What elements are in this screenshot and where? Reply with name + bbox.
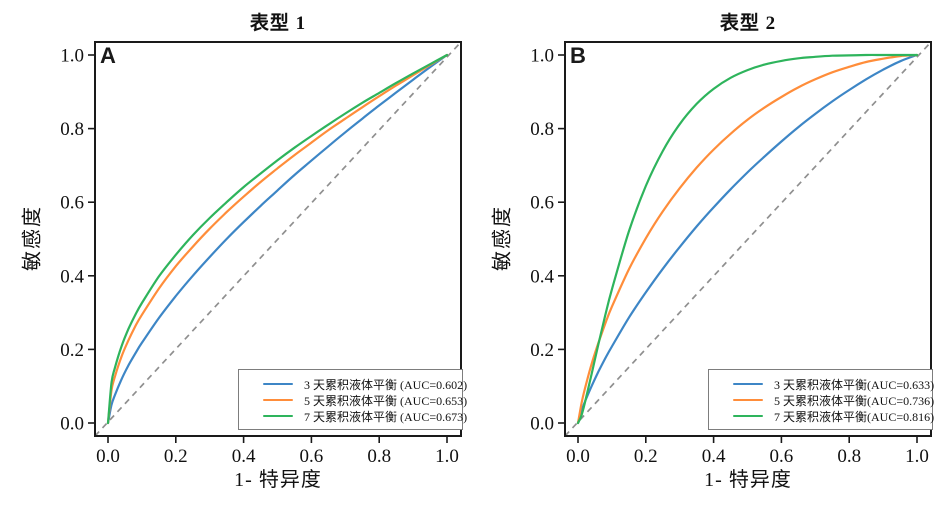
roc-curve-2 (106, 53, 449, 425)
y-tick-label: 0.2 (530, 340, 554, 361)
x-tick-label: 0.4 (702, 446, 726, 467)
reference-diagonal (94, 41, 462, 437)
reference-diagonal (564, 41, 932, 437)
legend-item: 5 天累积液体平衡(AUC=0.736) (709, 392, 935, 408)
legend-line-swatch (733, 398, 763, 402)
y-tick-label: 0.8 (530, 119, 554, 140)
roc-curve-3 (576, 53, 919, 425)
roc-plot-a: 0.0 0.2 0.4 0.6 0.8 1.0 0.0 0.2 0.4 0.6 0.8 1.0 A (60, 41, 462, 467)
legend-label: 7 天累积液体平衡 (AUC=0.673) (304, 409, 468, 424)
plot-border (564, 41, 932, 437)
x-tick-label: 0.0 (566, 446, 590, 467)
roc-panel-b: 表型 2 0.0 0.2 0.4 0.6 0.8 1.0 0.0 0.2 0.4 0.6 0.8 1.… (470, 0, 940, 509)
y-tick-label: 0.6 (530, 193, 554, 214)
x-tick-label: 0.2 (634, 446, 658, 467)
x-tick-label: 0.6 (300, 446, 324, 467)
x-tick-label: 0.6 (770, 446, 794, 467)
x-tick-label: 0.4 (232, 446, 256, 467)
x-tick-label: 1.0 (435, 446, 459, 467)
y-axis-label-a: 敏感度 (21, 205, 44, 271)
roc-legend-b: 3 天累积液体平衡(AUC=0.633) 5 天累积液体平衡(AUC=0.736)… (708, 369, 935, 430)
legend-label: 7 天累积液体平衡(AUC=0.816) (774, 409, 935, 424)
legend-line-swatch (733, 382, 763, 386)
x-tick-label: 0.0 (96, 446, 120, 467)
panel-letter: B (570, 43, 586, 68)
x-axis-label-b: 1- 特异度 (704, 469, 792, 491)
x-tick-label: 0.8 (837, 446, 861, 467)
legend-item: 3 天累积液体平衡 (AUC=0.602) (239, 376, 467, 392)
y-tick-label: 0.4 (60, 266, 84, 287)
legend-label: 3 天累积液体平衡(AUC=0.633) (774, 377, 935, 392)
x-tick-label: 0.2 (164, 446, 188, 467)
legend-line-swatch (263, 382, 293, 386)
y-tick-label: 0.0 (530, 414, 554, 435)
y-tick-label: 0.2 (60, 340, 84, 361)
y-tick-label: 0.6 (60, 193, 84, 214)
roc-curve-1 (576, 53, 919, 425)
legend-line-swatch (733, 414, 763, 418)
legend-item: 7 天累积液体平衡 (AUC=0.673) (239, 408, 467, 424)
legend-line-swatch (263, 398, 293, 402)
panel-title-a: 表型 1 (249, 13, 307, 34)
roc-legend-a: 3 天累积液体平衡 (AUC=0.602) 5 天累积液体平衡 (AUC=0.65… (238, 369, 467, 430)
roc-plot-b: 0.0 0.2 0.4 0.6 0.8 1.0 0.0 0.2 0.4 0.6 0.8 1.0 B (530, 41, 932, 467)
x-tick-label: 1.0 (905, 446, 929, 467)
x-tick-label: 0.8 (367, 446, 391, 467)
y-tick-label: 0.8 (60, 119, 84, 140)
x-axis-label-a: 1- 特异度 (234, 469, 322, 491)
y-tick-label: 0.4 (530, 266, 554, 287)
y-axis-label-b: 敏感度 (491, 205, 514, 271)
legend-label: 5 天累积液体平衡 (AUC=0.653) (304, 393, 468, 408)
plot-border (94, 41, 462, 437)
panel-letter: A (100, 43, 116, 68)
roc-panel-a: 表型 1 0.0 0.2 0.4 0.6 0.8 1.0 0.0 0.2 0.4 0.6 0.8 1.… (21, 13, 468, 491)
legend-item: 7 天累积液体平衡(AUC=0.816) (709, 408, 935, 424)
y-tick-label: 1.0 (530, 46, 554, 67)
legend-item: 5 天累积液体平衡 (AUC=0.653) (239, 392, 467, 408)
roc-curve-1 (106, 53, 449, 425)
roc-curve-3 (106, 53, 449, 425)
panel-title-b: 表型 2 (719, 13, 777, 34)
legend-item: 3 天累积液体平衡(AUC=0.633) (709, 376, 935, 392)
legend-label: 5 天累积液体平衡(AUC=0.736) (774, 393, 935, 408)
legend-line-swatch (263, 414, 293, 418)
legend-label: 3 天累积液体平衡 (AUC=0.602) (304, 377, 468, 392)
y-tick-label: 1.0 (60, 46, 84, 67)
y-tick-label: 0.0 (60, 414, 84, 435)
